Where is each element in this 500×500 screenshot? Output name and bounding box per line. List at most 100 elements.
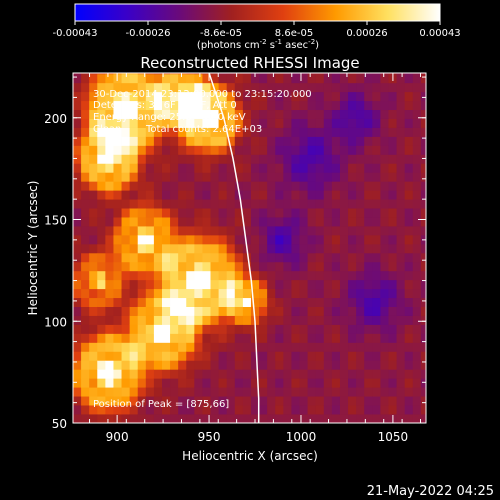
heatmap-cell xyxy=(307,396,317,406)
heatmap-cell xyxy=(178,136,187,146)
heatmap-cell xyxy=(145,172,155,182)
solar-limb-line xyxy=(208,73,260,423)
heatmap-cell xyxy=(348,378,357,388)
heatmap-cell xyxy=(89,315,98,325)
heatmap-cell xyxy=(153,306,163,316)
annotation-time: 30-Dec-2014 23:12:00.000 to 23:15:20.000 xyxy=(93,89,312,100)
heatmap-cell xyxy=(178,226,187,236)
heatmap-cell xyxy=(291,163,300,173)
heatmap-cell xyxy=(275,297,284,307)
heatmap-cell xyxy=(210,351,220,361)
heatmap-cell xyxy=(420,306,426,316)
heatmap-cell xyxy=(121,243,131,254)
heatmap-cell xyxy=(218,234,228,245)
heatmap-cell xyxy=(153,226,163,236)
heatmap-cell xyxy=(259,190,268,200)
heatmap-cell xyxy=(275,333,284,343)
heatmap-cell xyxy=(137,396,147,406)
heatmap-cell xyxy=(356,100,365,111)
heatmap-cell xyxy=(81,145,90,155)
heatmap-cell xyxy=(202,270,211,281)
heatmap-cell xyxy=(234,288,244,299)
heatmap-cell xyxy=(202,136,211,146)
heatmap-cell xyxy=(89,100,98,111)
heatmap-cell xyxy=(250,387,260,397)
heatmap-cell xyxy=(283,243,292,254)
heatmap-cell xyxy=(234,396,244,406)
heatmap-cell xyxy=(348,351,357,361)
heatmap-cell xyxy=(161,199,171,209)
heatmap-cell xyxy=(210,226,220,236)
heatmap-cell xyxy=(259,369,268,379)
heatmap-cell xyxy=(121,118,131,128)
heatmap-cell xyxy=(323,172,333,182)
heatmap-cell xyxy=(242,297,252,307)
heatmap-cell xyxy=(356,297,365,307)
x-tick-label: 950 xyxy=(198,430,221,444)
heatmap-cell xyxy=(145,405,155,415)
heatmap-cell xyxy=(145,297,155,307)
heatmap-cell xyxy=(356,199,365,209)
heatmap-cell xyxy=(234,91,244,102)
y-axis-label: Heliocentric Y (arcsec) xyxy=(26,181,40,316)
heatmap-cell xyxy=(323,73,333,84)
heatmap-cell xyxy=(331,369,341,379)
heatmap-cell xyxy=(348,252,357,263)
heatmap-cell xyxy=(404,306,414,316)
heatmap-cell xyxy=(396,369,406,379)
heatmap-cell xyxy=(161,279,171,290)
heatmap-cell xyxy=(388,190,397,200)
heatmap-cell xyxy=(194,145,203,155)
heatmap-cell xyxy=(267,315,276,325)
heatmap-cell xyxy=(275,351,284,361)
heatmap-cell xyxy=(81,127,90,137)
heatmap-cell xyxy=(412,127,422,137)
heatmap-cell xyxy=(234,252,244,263)
heatmap-cell xyxy=(218,306,228,316)
heatmap-cell xyxy=(113,333,122,343)
heatmap-cell xyxy=(250,279,260,290)
heatmap-cell xyxy=(388,351,397,361)
heatmap-cell xyxy=(331,118,341,128)
heatmap-cell xyxy=(412,109,422,119)
heatmap-cell xyxy=(380,109,389,119)
heatmap-cell xyxy=(339,414,349,423)
heatmap-cell xyxy=(113,378,122,388)
heatmap-cell xyxy=(412,91,422,102)
heatmap-cell xyxy=(178,396,187,406)
annotation-block: 30-Dec-2014 23:12:00.000 to 23:15:20.000… xyxy=(93,89,312,410)
heatmap-cell xyxy=(194,190,203,200)
heatmap-cell xyxy=(73,136,82,146)
heatmap-cell xyxy=(339,136,349,146)
x-tick-label: 1000 xyxy=(286,430,317,444)
heatmap-cell xyxy=(404,145,414,155)
heatmap-cell xyxy=(145,252,155,263)
heatmap-cell xyxy=(194,91,203,102)
heatmap-cell xyxy=(73,369,82,379)
heatmap-cell xyxy=(186,154,195,164)
heatmap-cell xyxy=(259,243,268,254)
heatmap-cell xyxy=(412,172,422,182)
heatmap-cell xyxy=(267,73,276,75)
heatmap-cell xyxy=(161,190,171,200)
heatmap-cell xyxy=(259,288,268,299)
heatmap-cell xyxy=(202,324,211,334)
heatmap-cell xyxy=(113,369,122,379)
heatmap-cell xyxy=(259,342,268,352)
heatmap-cell xyxy=(307,226,317,236)
heatmap-cell xyxy=(364,261,373,272)
heatmap-cell xyxy=(259,333,268,343)
heatmap-cell xyxy=(242,306,252,316)
heatmap-cell xyxy=(420,396,426,406)
heatmap-cell xyxy=(129,270,139,281)
heatmap-cell xyxy=(121,217,131,227)
heatmap-cell xyxy=(113,315,122,325)
heatmap-cell xyxy=(242,378,252,388)
heatmap-cell xyxy=(348,369,357,379)
heatmap-cell xyxy=(178,333,187,343)
heatmap-cell xyxy=(137,270,147,281)
heatmap-cell xyxy=(121,387,131,397)
heatmap-cell xyxy=(404,172,414,182)
heatmap-cell xyxy=(420,226,426,236)
heatmap-cell xyxy=(234,369,244,379)
